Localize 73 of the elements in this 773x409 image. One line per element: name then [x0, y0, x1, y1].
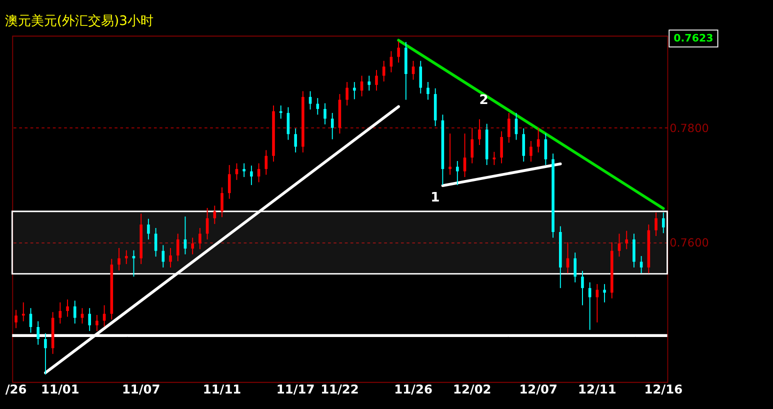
- candlestick: [316, 98, 320, 116]
- candlestick: [324, 102, 326, 125]
- candlestick: [478, 118, 481, 146]
- candlestick: [36, 320, 40, 346]
- candlestick: [330, 112, 334, 140]
- candlestick: [640, 256, 643, 274]
- candlestick: [132, 250, 136, 278]
- candlestick: [191, 237, 194, 255]
- candlestick: [346, 82, 348, 106]
- y-tick-label: 0.7800: [670, 122, 709, 136]
- candlestick: [353, 82, 356, 100]
- candlestick: [574, 252, 577, 283]
- candlestick: [492, 151, 496, 166]
- candlestick: [382, 60, 386, 82]
- x-tick-label: 11/17: [276, 382, 315, 397]
- candlestick: [397, 40, 400, 64]
- annotation: 1: [430, 190, 440, 206]
- candlestick: [662, 212, 665, 234]
- candlestick: [66, 299, 69, 318]
- x-tick-label: 11/22: [320, 382, 359, 397]
- y-tick-label: 0.7600: [670, 236, 709, 250]
- candlestick: [96, 314, 98, 332]
- x-tick-label: 11/11: [202, 382, 242, 397]
- x-tick-label: /26: [5, 382, 27, 397]
- candlestick: [463, 133, 466, 178]
- candlestick: [242, 162, 246, 178]
- candlestick: [44, 332, 47, 375]
- candlestick: [14, 309, 18, 329]
- candlestick: [581, 270, 584, 306]
- candlestick: [470, 127, 474, 164]
- candlestick: [530, 140, 532, 162]
- candlestick: [154, 228, 158, 258]
- x-tick-label: 11/01: [41, 382, 80, 397]
- candlestick: [419, 60, 422, 94]
- candlestick: [124, 250, 128, 265]
- candlestick: [176, 233, 180, 262]
- candlestick: [198, 228, 202, 250]
- x-tick-label: 12/07: [519, 382, 558, 397]
- chart-title: 澳元美元(外汇交易)3小时: [4, 12, 154, 29]
- candlestick: [654, 212, 658, 236]
- candlestick: [22, 302, 25, 322]
- candlestick: [603, 284, 606, 303]
- candlestick: [73, 300, 76, 324]
- candlestick: [500, 130, 503, 164]
- annotation: 2: [479, 92, 488, 108]
- candlestick: [58, 302, 62, 324]
- candlestick: [426, 82, 430, 100]
- x-tick-label: 12/11: [578, 382, 616, 397]
- candlestick: [448, 133, 452, 176]
- candlestick: [508, 112, 510, 144]
- x-tick-label: 11/26: [394, 382, 432, 397]
- x-tick-label: 12/16: [644, 382, 683, 397]
- candlestick: [522, 128, 526, 162]
- text: 0.7623: [674, 32, 714, 44]
- candlestick: [118, 248, 120, 271]
- candlestick: [456, 160, 459, 186]
- candlestick: [375, 70, 378, 92]
- candlestick: [264, 150, 268, 176]
- candlestick: [368, 75, 371, 92]
- candlestick: [169, 248, 172, 268]
- candlestick: [147, 218, 150, 240]
- candlestick: [228, 164, 231, 200]
- candlestick: [213, 205, 216, 224]
- x-tick-label: 11/07: [122, 382, 160, 397]
- candlestick: [308, 90, 312, 110]
- candlestick: [632, 233, 636, 268]
- candlestick: [250, 165, 253, 186]
- x-tick-label: 12/02: [452, 382, 492, 397]
- candlestick: [279, 105, 282, 120]
- candlestick: [625, 230, 628, 250]
- candlestick: [88, 308, 91, 332]
- candlestick: [294, 128, 297, 153]
- candlestick: [220, 186, 224, 218]
